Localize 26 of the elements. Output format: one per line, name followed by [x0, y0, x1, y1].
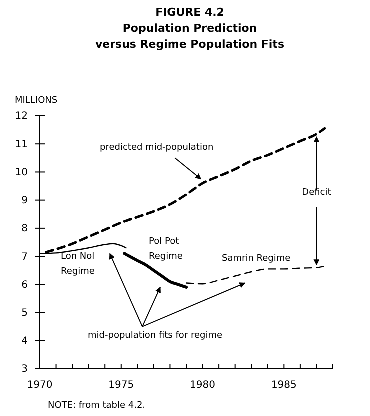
annotation: Deficit: [302, 188, 332, 198]
y-tick-label: 6: [22, 280, 28, 291]
annotation: predicted mid-population: [100, 143, 214, 153]
y-tick-label: 11: [15, 139, 28, 150]
text: NOTE: from table 4.2.: [48, 401, 146, 411]
annotation: Samrin Regime: [222, 254, 292, 264]
y-tick-label: 7: [22, 252, 28, 263]
y-tick-label: 4: [22, 336, 28, 348]
chart-title: FIGURE 4.2: [156, 6, 224, 19]
y-tick-label: 9: [22, 196, 28, 207]
y-tick-label: 3: [22, 364, 28, 376]
y-axis-title: MILLIONS: [15, 96, 58, 106]
line-series: [186, 266, 326, 285]
y-tick-label: 8: [22, 224, 28, 235]
y-tick-label: 12: [15, 111, 28, 122]
annotation: Pol Pot Regime: [149, 237, 184, 262]
x-tick-label: 1980: [190, 380, 216, 392]
y-tick-label: 5: [22, 308, 28, 319]
annotation: Lon Nol Regime: [61, 252, 96, 277]
annotation: mid-population fits for regime: [88, 331, 223, 341]
line-series: [123, 252, 188, 289]
x-tick-label: 1985: [271, 380, 297, 392]
chart-subtitle: Population Prediction versus Regime Population Fits: [96, 22, 285, 51]
y-tick-label: 10: [15, 167, 28, 178]
x-tick-label: 1975: [108, 380, 134, 392]
x-tick-label: 1970: [27, 380, 53, 392]
